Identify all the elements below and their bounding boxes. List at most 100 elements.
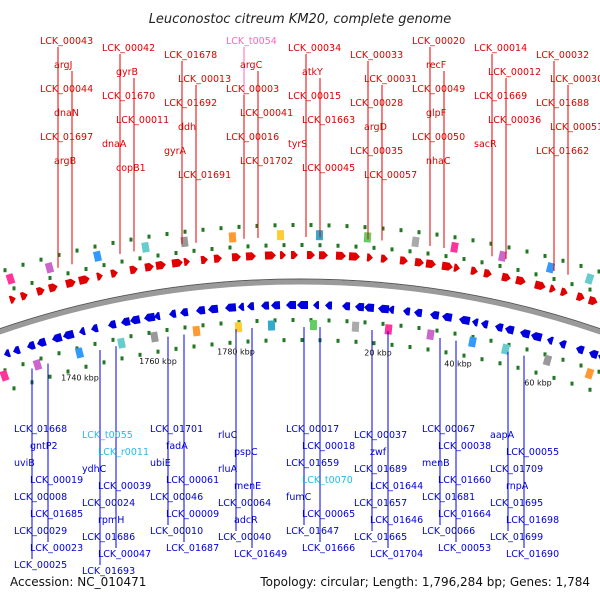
- reverse-gene-label: LCK_00019: [30, 475, 83, 486]
- position-marker: [597, 269, 600, 274]
- scale-label: 20 kbp: [364, 349, 392, 358]
- position-marker: [336, 338, 340, 343]
- reverse-gene-category: [500, 343, 511, 355]
- forward-gene-category: [141, 241, 150, 253]
- forward-gene: [548, 284, 556, 293]
- reverse-gene: [505, 325, 515, 335]
- reverse-gene: [459, 315, 471, 325]
- forward-gene: [19, 291, 28, 301]
- position-marker: [552, 375, 556, 380]
- reverse-gene: [430, 311, 440, 320]
- forward-gene-label: LCK_00011: [116, 115, 169, 126]
- reverse-gene-label: LCK_01685: [30, 509, 83, 520]
- position-marker: [219, 321, 223, 326]
- reverse-gene-label: fumC: [286, 492, 312, 503]
- reverse-gene-label: rnpA: [506, 481, 529, 492]
- position-marker: [192, 248, 196, 253]
- reverse-gene: [238, 302, 245, 311]
- forward-gene-label: recF: [426, 60, 446, 71]
- forward-gene-category: [5, 273, 16, 285]
- position-marker: [102, 360, 106, 365]
- position-marker: [300, 338, 304, 343]
- position-marker: [84, 364, 88, 369]
- position-marker: [525, 347, 529, 352]
- forward-gene-label: gyrA: [164, 146, 187, 157]
- position-marker: [525, 249, 529, 254]
- forward-gene-label: LCK_00051: [550, 122, 600, 133]
- forward-gene-label: LCK_01691: [178, 170, 231, 181]
- reverse-gene: [121, 317, 131, 327]
- backbone-layer: [0, 223, 600, 392]
- reverse-gene-label: uviB: [14, 458, 35, 469]
- position-marker: [291, 318, 295, 323]
- reverse-gene-label: LCK_t0055: [82, 430, 133, 441]
- position-marker: [561, 258, 565, 263]
- forward-gene-label: LCK_01662: [536, 146, 589, 157]
- forward-gene: [501, 272, 511, 282]
- forward-gene-labels: LCK_00043 LCK_00042 LCK_01678 LCK_t0054 LCK_…: [40, 36, 600, 181]
- reverse-gene-category: [32, 359, 43, 371]
- position-marker: [57, 351, 61, 356]
- reverse-gene-label: gntP2: [30, 441, 58, 452]
- forward-gene-label: LCK_t0054: [226, 36, 277, 47]
- forward-gene: [200, 255, 208, 265]
- forward-gene-label: LCK_01692: [164, 98, 217, 109]
- position-marker: [147, 234, 151, 239]
- position-marker: [282, 243, 286, 248]
- reverse-gene-label: pspC: [234, 447, 258, 458]
- reverse-gene: [559, 340, 567, 349]
- position-marker: [156, 349, 160, 354]
- reverse-gene-label: LCK_01701: [150, 424, 203, 435]
- reverse-gene: [388, 305, 395, 314]
- reverse-gene: [495, 323, 504, 332]
- position-marker: [327, 318, 331, 323]
- reverse-gene: [481, 320, 489, 329]
- forward-gene-label: LCK_00031: [364, 74, 417, 85]
- position-marker: [462, 353, 466, 358]
- reverse-gene-category: [542, 354, 553, 367]
- forward-gene-label: LCK_01688: [536, 98, 589, 109]
- position-marker: [372, 341, 376, 346]
- scale-labels: 1740 kbp 1760 kbp 1780 kbp 20 kbp 40 kbp 60 k…: [61, 347, 552, 387]
- reverse-gene: [325, 301, 333, 310]
- position-marker: [291, 223, 295, 228]
- position-marker: [417, 325, 421, 330]
- position-marker: [66, 271, 70, 276]
- reverse-gene: [4, 349, 11, 358]
- reverse-gene-label: LCK_00064: [218, 498, 271, 509]
- position-marker: [273, 318, 277, 323]
- reverse-gene: [297, 300, 309, 309]
- reverse-gene-label: LCK_01690: [506, 549, 559, 560]
- forward-gene-label: sacR: [474, 139, 497, 150]
- forward-gene: [245, 252, 256, 261]
- forward-gene-category: [228, 232, 237, 243]
- position-marker: [363, 225, 367, 230]
- position-marker: [399, 228, 403, 233]
- position-marker: [399, 323, 403, 328]
- forward-gene-label: LCK_00045: [302, 163, 355, 174]
- reverse-gene-label: LCK_01681: [422, 492, 475, 503]
- reverse-gene-label: LCK_00023: [30, 543, 83, 554]
- forward-gene: [290, 251, 298, 260]
- reverse-gene-label: ubiE: [150, 458, 171, 469]
- position-marker: [426, 251, 430, 256]
- position-marker: [12, 386, 16, 391]
- position-marker: [138, 352, 142, 357]
- position-marker: [48, 374, 52, 379]
- position-marker: [93, 244, 97, 249]
- position-marker: [246, 244, 250, 249]
- forward-gene-label: LCK_01669: [474, 91, 527, 102]
- forward-gene-label: LCK_00050: [412, 132, 465, 143]
- reverse-gene-label: LCK_00053: [438, 543, 491, 554]
- scale-label: 1740 kbp: [61, 374, 99, 383]
- reverse-gene: [286, 300, 297, 310]
- reverse-gene-label: LCK_01647: [286, 526, 339, 537]
- reverse-gene-label: LCK_01644: [370, 481, 423, 492]
- reverse-gene: [271, 301, 281, 310]
- reverse-gene: [144, 312, 156, 322]
- reverse-gene-label: fadA: [166, 441, 188, 452]
- position-marker: [39, 257, 43, 262]
- forward-gene-label: LCK_00012: [488, 67, 541, 78]
- forward-gene: [515, 275, 526, 286]
- reverse-gene-category: [351, 321, 360, 332]
